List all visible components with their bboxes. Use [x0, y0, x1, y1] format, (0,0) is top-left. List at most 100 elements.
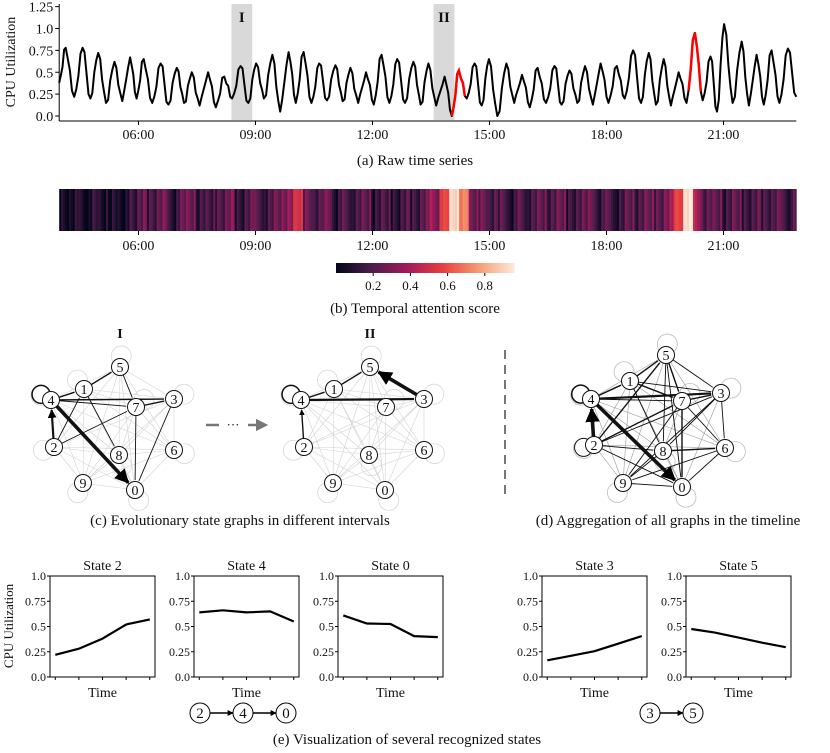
edge-2-0 [593, 444, 674, 484]
heatmap-cell [492, 189, 495, 231]
heatmap-cell [289, 189, 292, 231]
heatmap-cell [154, 189, 158, 231]
heatmap-cell [129, 189, 132, 231]
node-label-0: 0 [382, 484, 389, 499]
heatmap-cell [599, 189, 602, 231]
heatmap-cell [180, 189, 183, 231]
state-line [691, 627, 787, 649]
heatmap-cell [388, 189, 392, 231]
heatmap-cell [648, 189, 651, 231]
heatmap-cell [63, 189, 66, 231]
heatmap-cell [275, 189, 278, 231]
heatmap-cell [675, 189, 678, 231]
heatmap-cell [624, 189, 628, 231]
y-tick-label: 0.25 [25, 645, 46, 659]
heatmap-cell [176, 189, 179, 231]
heatmap-cell [505, 189, 509, 231]
heatmap-cell [217, 189, 220, 231]
heatmap-cell [731, 189, 735, 231]
heatmap-cell [106, 189, 109, 231]
heatmap-cell [107, 189, 111, 231]
heatmap-cell [182, 189, 185, 231]
edge-bg [82, 398, 175, 484]
heatmap-cell [230, 189, 234, 231]
heatmap-cell [330, 189, 333, 231]
y-tick-label: 0.25 [29, 88, 54, 103]
heatmap-cell [496, 189, 499, 231]
heatmap-cell [82, 189, 85, 231]
y-tick-label: 1.0 [667, 569, 682, 583]
heatmap-cell [445, 189, 448, 231]
heatmap-cell [521, 189, 524, 231]
heatmap-cell [102, 189, 105, 231]
heatmap-cell [123, 189, 126, 231]
heatmap-cell [265, 189, 269, 231]
heatmap-cell [295, 189, 298, 231]
heatmap-cell [281, 189, 284, 231]
heatmap-cell [414, 189, 417, 231]
node-label-0: 0 [132, 484, 139, 499]
node-label-3: 3 [718, 387, 725, 402]
heatmap-cell [232, 189, 236, 231]
y-tick-label: 0.75 [169, 594, 190, 608]
heatmap-cell [172, 189, 175, 231]
heatmap-cell [156, 189, 160, 231]
heatmap-cell [523, 189, 526, 231]
heatmap-cell [400, 189, 403, 231]
state-title: State 4 [227, 559, 266, 574]
y-tick-label: 0.0 [523, 670, 538, 684]
heatmap-cell [421, 189, 425, 231]
node-7 [377, 398, 395, 416]
edge-bg [303, 398, 425, 448]
heatmap-cell [601, 189, 604, 231]
heatmap-cell [72, 189, 76, 231]
node-0 [376, 481, 394, 499]
heatmap-cell [139, 189, 142, 231]
state-charts: State 2 0.0 0.25 0.5 0.75 1.0 Time State 4 0.0 0.… [1, 559, 792, 724]
heatmap-cell [67, 189, 70, 231]
graph-title-II: II [365, 327, 376, 342]
heatmap-cell [603, 189, 606, 231]
heatmap-cell [279, 189, 282, 231]
x-tick-label: 12:00 [357, 128, 389, 143]
edge-4-7 [50, 399, 127, 407]
heatmap-cell [685, 189, 688, 231]
y-tick-label: 1.0 [319, 569, 334, 583]
heatmap-cell [630, 189, 633, 231]
heatmap-cell [533, 189, 536, 231]
plot-frame [685, 575, 792, 678]
heatmap-cell [425, 189, 429, 231]
interval-label-I: I [239, 10, 245, 26]
heatmap-cell [712, 189, 715, 231]
heatmap-cell [262, 189, 265, 231]
node-label-7: 7 [383, 401, 390, 416]
node-label-3: 3 [171, 393, 178, 408]
heatmap-cell [655, 189, 659, 231]
plot-frame [193, 575, 300, 678]
heatmap-cell [507, 189, 511, 231]
heatmap-cell [464, 189, 468, 231]
edge-bg [118, 398, 175, 456]
colorbar-tick-label: 0.6 [439, 278, 456, 293]
heatmap-cell [263, 189, 267, 231]
heatmap-cell [527, 189, 530, 231]
heatmap-cell [466, 189, 470, 231]
heatmap-cell [458, 189, 462, 231]
heatmap-cell [753, 189, 756, 231]
edge-bg [303, 366, 371, 448]
heatmap-cell [763, 189, 766, 231]
state-graphs: 0 1 2 3 4 5 6 7 8 9 0 1 2 3 4 5 6 7 8 9 0 1 2 3 4 5 6 7 8 9 [30, 333, 746, 511]
heatmap-cell [250, 189, 253, 231]
colorbar-tick-label: 0.4 [402, 278, 419, 293]
node-label-0: 0 [679, 481, 686, 496]
node-5 [361, 358, 379, 376]
heatmap-cell [484, 189, 487, 231]
heatmap-cell [402, 189, 405, 231]
edge-4-3 [590, 392, 712, 401]
colorbar-tick-label: 0.2 [365, 278, 381, 293]
edge-bg [590, 398, 726, 449]
heatmap-cell [700, 189, 704, 231]
heatmap-cell [328, 189, 331, 231]
heatmap-cell [244, 189, 247, 231]
